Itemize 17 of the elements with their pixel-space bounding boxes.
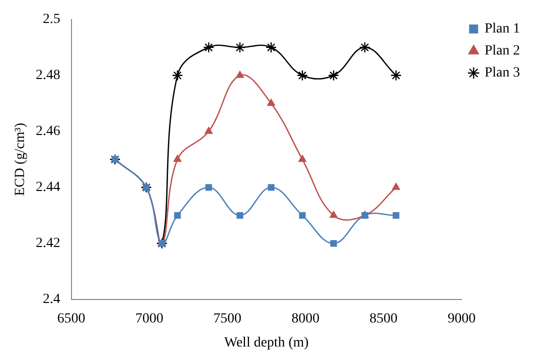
y-tick-label: 2.46 — [36, 124, 60, 140]
y-tick-label: 2.44 — [36, 180, 60, 196]
x-tick-label: 6500 — [57, 311, 86, 326]
y-tick-label: 2.4 — [42, 292, 60, 308]
x-tick-label: 8000 — [291, 311, 320, 326]
legend-label: Plan 2 — [484, 44, 520, 59]
x-tick-label: 7000 — [135, 311, 164, 326]
y-axis-title: ECD (g/cm³) — [13, 122, 28, 196]
x-tick-label: 8500 — [370, 311, 398, 326]
y-tick-label: 2.42 — [36, 236, 60, 252]
y-tick-label: 2.5 — [42, 12, 60, 28]
x-tick-label: 9000 — [448, 311, 476, 326]
legend-label: Plan 3 — [484, 66, 520, 81]
legend-label: Plan 1 — [484, 22, 520, 37]
y-tick-label: 2.48 — [36, 68, 60, 84]
x-tick-label: 7500 — [213, 311, 242, 326]
x-axis-title: Well depth (m) — [224, 335, 309, 350]
